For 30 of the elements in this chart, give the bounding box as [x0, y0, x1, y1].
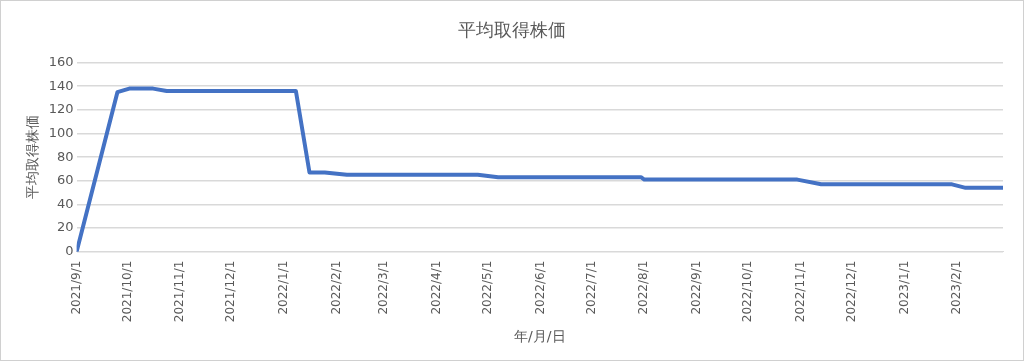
- x-tick-label: 2022/3/1: [376, 260, 391, 315]
- y-axis-title: 平均取得株価: [24, 115, 41, 200]
- y-tick-label: 140: [48, 77, 74, 93]
- x-tick-label: 2021/9/1: [68, 260, 83, 315]
- x-tick-label: 2022/2/1: [328, 260, 343, 315]
- y-tick-label: 80: [57, 148, 74, 164]
- chart-title: 平均取得株価: [458, 19, 566, 41]
- y-tick-label: 100: [48, 124, 74, 140]
- x-tick-label: 2023/1/1: [896, 260, 911, 315]
- x-tick-label: 2022/1/1: [276, 260, 291, 315]
- x-tick-label: 2022/9/1: [689, 260, 704, 315]
- y-tick-label: 120: [48, 101, 74, 117]
- x-tick-label: 2022/10/1: [740, 260, 755, 323]
- x-tick-label: 2022/5/1: [480, 260, 495, 315]
- y-tick-label: 40: [57, 195, 74, 211]
- x-tick-label: 2022/7/1: [583, 260, 598, 315]
- y-tick-label: 0: [65, 243, 74, 259]
- x-tick-label: 2021/10/1: [119, 260, 134, 323]
- y-tick-label: 160: [48, 53, 74, 69]
- x-tick-label: 2021/11/1: [172, 260, 187, 323]
- y-tick-label: 60: [57, 172, 74, 188]
- x-tick-label: 2022/4/1: [429, 260, 444, 315]
- x-tick-label: 2022/8/1: [636, 260, 651, 315]
- y-tick-label: 20: [57, 219, 74, 235]
- x-tick-label: 2022/11/1: [792, 260, 807, 323]
- x-tick-label: 2022/12/1: [843, 260, 858, 323]
- x-axis-title: 年/月/日: [514, 328, 566, 345]
- x-tick-label: 2023/2/1: [949, 260, 964, 315]
- x-tick-label: 2021/12/1: [223, 260, 238, 323]
- x-tick-label: 2022/6/1: [532, 260, 547, 315]
